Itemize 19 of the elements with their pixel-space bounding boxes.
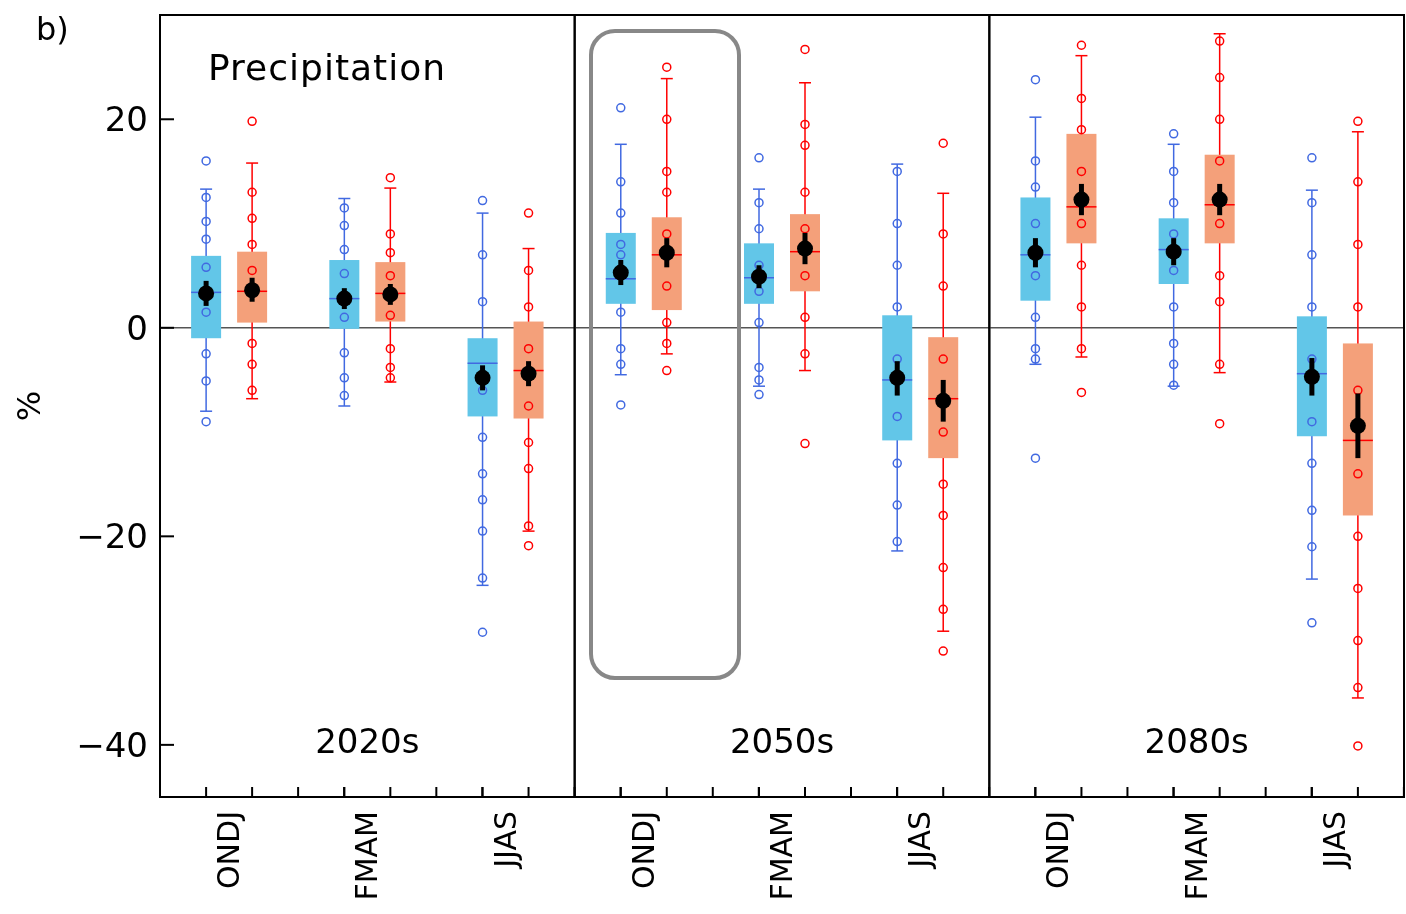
x-tick-label: JJAS — [902, 811, 938, 870]
x-tick-label: ONDJ — [1040, 811, 1076, 890]
text: 2050s — [729, 721, 835, 761]
x-tick-label: ONDJ — [211, 811, 247, 890]
y-tick-label: −20 — [76, 516, 148, 557]
y-tick-label: 0 — [126, 307, 148, 348]
y-tick-label: −40 — [76, 724, 148, 765]
x-tick-label: FMAM — [349, 811, 385, 901]
text: 2080s — [1144, 721, 1249, 761]
annotation: Precipitation — [208, 47, 447, 88]
text: b) — [36, 10, 69, 48]
x-tick-label: JJAS — [1316, 811, 1352, 870]
y-axis-title: % — [10, 390, 48, 422]
x-tick-label: ONDJ — [625, 811, 661, 890]
y-tick-label: 20 — [104, 99, 148, 140]
x-tick-label: FMAM — [1178, 811, 1214, 901]
x-tick-label: JJAS — [487, 811, 523, 870]
text: 2020s — [315, 721, 420, 761]
x-tick-label: FMAM — [764, 811, 799, 901]
